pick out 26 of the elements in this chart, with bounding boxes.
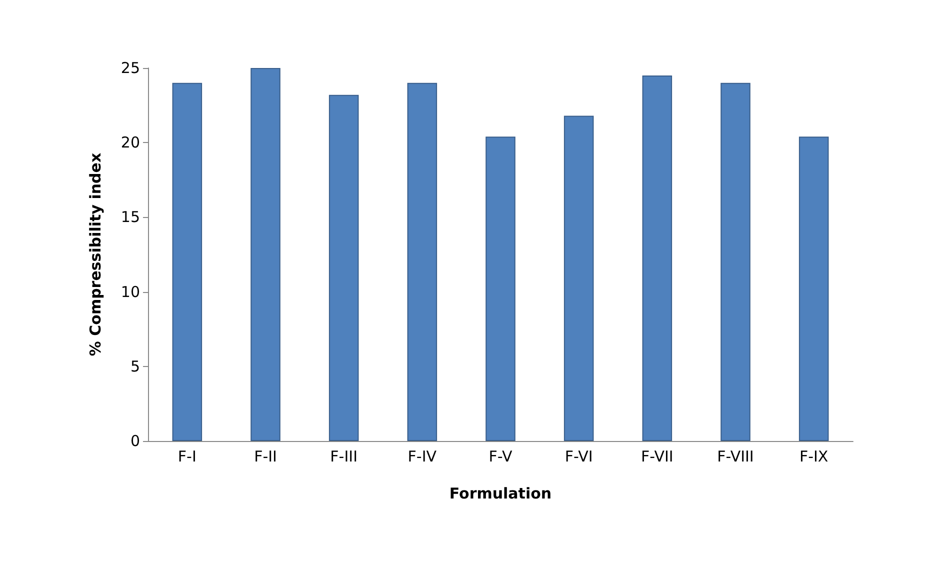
y-tick-label: 20 <box>120 134 140 152</box>
bar <box>720 82 750 441</box>
bar <box>798 136 829 441</box>
y-axis-title: % Compressibility index <box>86 152 104 356</box>
y-tick-label: 25 <box>120 59 140 77</box>
bar <box>250 68 280 441</box>
x-tick-label: F-IX <box>799 448 828 466</box>
bar <box>172 82 202 441</box>
x-tick-label: F-IV <box>408 448 438 466</box>
bar <box>328 94 359 441</box>
x-tick-label: F-VI <box>564 448 593 466</box>
bar <box>407 82 438 441</box>
y-tick-label: 15 <box>120 208 140 226</box>
x-tick-label: F-V <box>488 448 513 466</box>
bar <box>642 75 672 441</box>
y-tick-label: 5 <box>130 357 140 376</box>
bar <box>564 116 594 441</box>
y-tick-label: 0 <box>130 432 140 450</box>
x-tick-label: F-VIII <box>717 448 754 466</box>
x-tick-label: F-I <box>178 448 196 466</box>
x-axis-title: Formulation <box>449 484 552 502</box>
bar <box>486 136 516 441</box>
x-tick-label: F-VII <box>641 448 674 466</box>
x-tick-label: F-II <box>254 448 277 466</box>
y-tick-label: 10 <box>120 282 140 301</box>
x-tick-label: F-III <box>330 448 358 466</box>
